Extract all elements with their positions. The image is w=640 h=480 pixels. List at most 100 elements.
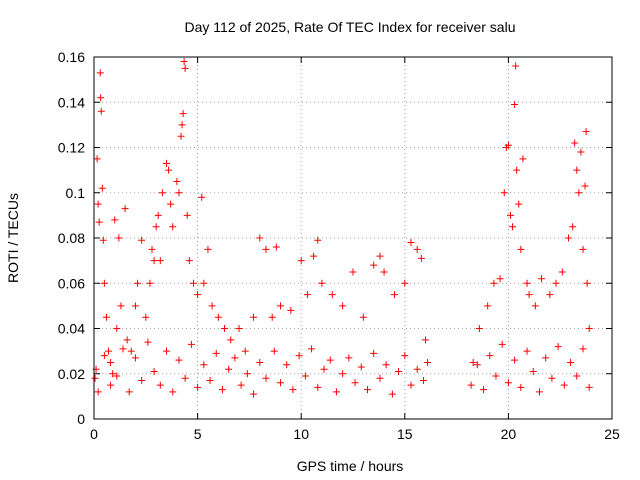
- data-point: [194, 383, 202, 391]
- data-point: [169, 388, 177, 396]
- data-point: [582, 128, 590, 136]
- y-tick-label: 0.1: [66, 185, 86, 201]
- data-point: [486, 352, 494, 360]
- data-point: [100, 352, 108, 360]
- data-point: [105, 347, 113, 355]
- data-point: [131, 302, 139, 310]
- data-point: [94, 200, 102, 208]
- data-point: [585, 383, 593, 391]
- data-point: [419, 377, 427, 385]
- data-point: [175, 189, 183, 197]
- x-tick-label: 0: [90, 426, 98, 442]
- data-point: [102, 313, 110, 321]
- data-point: [422, 336, 430, 344]
- data-point: [214, 313, 222, 321]
- data-point: [175, 356, 183, 364]
- data-point: [523, 279, 531, 287]
- data-point: [158, 189, 166, 197]
- data-point: [512, 62, 520, 70]
- data-point: [579, 345, 587, 353]
- data-point: [113, 325, 121, 332]
- data-point: [407, 381, 415, 389]
- data-point: [283, 361, 291, 369]
- chart-title: Day 112 of 2025, Rate Of TEC Index for r…: [185, 19, 516, 35]
- data-point: [156, 257, 164, 265]
- data-point: [113, 372, 121, 380]
- data-points-layer: [91, 58, 593, 398]
- data-point: [328, 291, 336, 299]
- data-point: [272, 243, 280, 251]
- data-point: [560, 381, 568, 389]
- data-point: [134, 279, 142, 287]
- data-point: [552, 279, 560, 287]
- data-point: [413, 365, 421, 373]
- data-point: [152, 223, 160, 231]
- data-point: [529, 367, 537, 375]
- data-point: [111, 216, 119, 224]
- data-point: [370, 261, 378, 269]
- data-point: [276, 302, 284, 310]
- data-point: [318, 279, 326, 287]
- y-tick-label: 0.14: [58, 94, 85, 110]
- x-axis-label: GPS time / hours: [297, 458, 404, 474]
- data-point: [339, 302, 347, 310]
- data-point: [150, 367, 158, 375]
- data-point: [289, 386, 297, 394]
- data-point: [401, 279, 409, 287]
- data-point: [173, 177, 181, 185]
- data-point: [388, 390, 396, 398]
- y-tick-label: 0.04: [58, 321, 85, 337]
- data-point: [498, 340, 506, 348]
- data-point: [339, 370, 347, 378]
- data-point: [154, 211, 162, 219]
- data-point: [200, 361, 208, 369]
- data-point: [583, 279, 591, 287]
- data-point: [359, 313, 367, 321]
- data-point: [308, 345, 316, 353]
- x-tick-label: 20: [501, 426, 517, 442]
- data-point: [511, 101, 519, 109]
- data-point: [301, 372, 309, 380]
- data-point: [523, 347, 531, 355]
- data-point: [119, 345, 127, 353]
- data-point: [107, 358, 115, 366]
- data-point: [100, 279, 108, 287]
- data-point: [165, 166, 173, 174]
- data-point: [262, 245, 270, 253]
- data-point: [189, 279, 197, 287]
- data-point: [525, 291, 533, 299]
- data-point: [250, 313, 258, 321]
- data-point: [504, 141, 512, 149]
- data-point: [204, 245, 212, 253]
- data-point: [326, 356, 334, 364]
- data-point: [163, 159, 171, 167]
- data-point: [517, 245, 525, 253]
- data-point: [97, 107, 105, 115]
- data-point: [517, 383, 525, 391]
- data-point: [297, 257, 305, 265]
- data-point: [276, 379, 284, 387]
- data-point: [490, 279, 498, 287]
- data-point: [469, 358, 477, 366]
- data-point: [357, 363, 365, 371]
- data-point: [513, 166, 521, 174]
- data-point: [538, 275, 546, 283]
- data-point: [345, 354, 353, 362]
- data-point: [243, 370, 251, 378]
- data-point: [91, 374, 99, 382]
- data-point: [475, 325, 483, 332]
- data-point: [148, 245, 156, 253]
- data-point: [181, 64, 189, 72]
- data-point: [364, 386, 372, 394]
- y-tick-label: 0: [77, 411, 85, 427]
- data-point: [575, 189, 583, 197]
- x-tick-label: 5: [194, 426, 202, 442]
- data-point: [250, 390, 258, 398]
- data-point: [206, 377, 214, 385]
- data-point: [401, 352, 409, 360]
- data-point: [218, 386, 226, 394]
- x-tick-label: 25: [604, 426, 620, 442]
- data-point: [109, 370, 117, 378]
- data-point: [231, 354, 239, 362]
- data-point: [585, 325, 593, 332]
